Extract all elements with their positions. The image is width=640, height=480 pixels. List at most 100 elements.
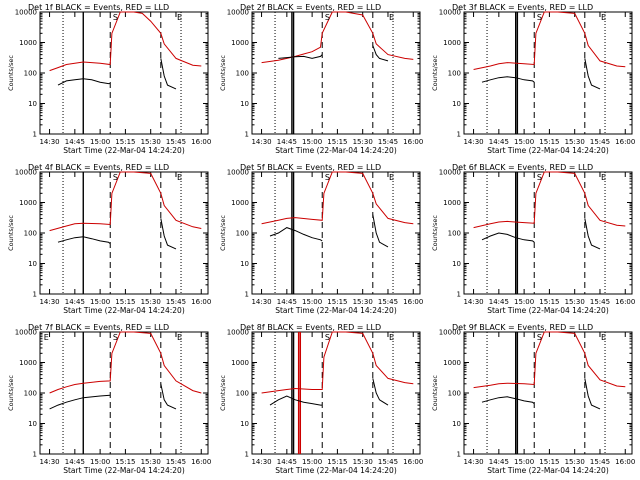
x-tick-label: 14:30 [39, 458, 59, 466]
x-tick-label: 16:00 [191, 458, 211, 466]
y-axis-label: Counts/sec [219, 215, 227, 251]
marker-label: E [389, 333, 394, 342]
y-tick-label: 1 [457, 451, 461, 459]
x-axis-label: Start Time (22-Mar-04 14:24:20) [63, 146, 185, 155]
events-series-line [57, 236, 111, 244]
chart-title: Det 5f BLACK = Events, RED = LLD [240, 163, 381, 172]
marker-label: S [537, 13, 542, 22]
marker-label: E [177, 13, 182, 22]
chart-title: Det 6f BLACK = Events, RED = LLD [452, 163, 593, 172]
y-tick-label: 10 [240, 420, 249, 428]
x-tick-label: 16:00 [615, 138, 635, 146]
plot-frame [463, 331, 633, 455]
lld-series-line [473, 11, 626, 70]
chart-panel-2: Det 2f BLACK = Events, RED = LLD 1 10 100 10… [219, 3, 423, 155]
x-tick-label: 15:30 [565, 458, 585, 466]
x-tick-label: 14:45 [489, 138, 509, 146]
lld-series-line [473, 331, 626, 389]
x-axis-label: Start Time (22-Mar-04 14:24:20) [275, 146, 397, 155]
marker-label: E [601, 173, 606, 182]
events-series-line [49, 394, 111, 410]
marker-label: E [389, 13, 394, 22]
x-tick-label: 14:30 [251, 138, 271, 146]
chart-panel-1: Det 1f BLACK = Events, RED = LLD 1 10 100 10… [7, 3, 211, 155]
y-tick-label: 10 [240, 260, 249, 268]
x-tick-label: 15:30 [565, 298, 585, 306]
x-tick-label: 16:00 [191, 298, 211, 306]
x-axis-label: Start Time (22-Mar-04 14:24:20) [63, 306, 185, 315]
marker-label: S [537, 333, 542, 342]
marker-label: E [389, 173, 394, 182]
y-axis-label: Counts/sec [7, 55, 15, 91]
x-tick-label: 15:30 [141, 298, 161, 306]
x-tick-label: 14:45 [489, 298, 509, 306]
y-tick-label: 1000 [19, 199, 37, 207]
x-tick-label: 15:15 [327, 458, 347, 466]
y-tick-label: 100 [448, 230, 461, 238]
chart-title: Det 8f BLACK = Events, RED = LLD [240, 323, 381, 332]
y-tick-label: 100 [24, 230, 37, 238]
x-tick-label: 15:15 [539, 458, 559, 466]
marker-label: E [601, 13, 606, 22]
x-tick-label: 15:30 [353, 138, 373, 146]
x-tick-label: 14:45 [277, 458, 297, 466]
x-axis-label: Start Time (22-Mar-04 14:24:20) [275, 466, 397, 475]
x-tick-label: 15:45 [378, 458, 398, 466]
chart-panel-7: Det 7f BLACK = Events, RED = LLD 1 10 100 10… [7, 323, 211, 475]
y-tick-label: 10000 [15, 9, 37, 17]
x-tick-label: 15:00 [90, 298, 110, 306]
x-axis-label: Start Time (22-Mar-04 14:24:20) [487, 306, 609, 315]
x-tick-label: 14:45 [65, 298, 85, 306]
marker-label: E [177, 173, 182, 182]
x-tick-label: 16:00 [191, 138, 211, 146]
marker-label: E [601, 333, 606, 342]
chart-title: Det 3f BLACK = Events, RED = LLD [452, 3, 593, 12]
y-tick-label: 1000 [443, 199, 461, 207]
y-tick-label: 100 [236, 230, 249, 238]
y-tick-label: 10 [452, 100, 461, 108]
events-series-line [160, 58, 177, 90]
y-axis-label: Counts/sec [7, 375, 15, 411]
x-tick-label: 15:00 [514, 138, 534, 146]
x-tick-label: 15:45 [166, 138, 186, 146]
x-tick-label: 15:15 [115, 458, 135, 466]
y-tick-label: 1000 [443, 359, 461, 367]
y-tick-label: 1 [245, 131, 249, 139]
x-tick-label: 15:45 [378, 138, 398, 146]
x-tick-label: 15:15 [327, 138, 347, 146]
y-tick-label: 10000 [227, 169, 249, 177]
y-tick-label: 100 [236, 390, 249, 398]
lld-series-line [49, 331, 202, 394]
y-tick-label: 1 [457, 291, 461, 299]
x-tick-label: 16:00 [403, 458, 423, 466]
events-series-line [278, 54, 323, 59]
plot-frame [39, 171, 209, 295]
y-tick-label: 1000 [231, 39, 249, 47]
x-tick-label: 15:45 [166, 298, 186, 306]
events-series-line [584, 218, 601, 250]
y-tick-label: 10000 [227, 9, 249, 17]
chart-title: Det 1f BLACK = Events, RED = LLD [28, 3, 169, 12]
plot-frame [39, 11, 209, 135]
x-axis-label: Start Time (22-Mar-04 14:24:20) [275, 306, 397, 315]
plot-frame [251, 11, 421, 135]
events-series-line [481, 76, 535, 83]
events-series-line [584, 58, 601, 90]
events-series-line [269, 227, 323, 242]
events-series-line [269, 395, 323, 406]
x-tick-label: 15:00 [302, 138, 322, 146]
plot-frame [251, 331, 421, 455]
x-tick-label: 15:15 [115, 138, 135, 146]
lld-series-line [261, 171, 414, 225]
lld-series-line [49, 11, 202, 72]
marker-label: E [44, 333, 49, 342]
x-tick-label: 15:30 [141, 458, 161, 466]
events-series-line [57, 78, 111, 86]
y-axis-label: Counts/sec [431, 215, 439, 251]
x-tick-label: 15:00 [90, 458, 110, 466]
y-tick-label: 1000 [443, 39, 461, 47]
marker-label: S [325, 13, 330, 22]
x-tick-label: 16:00 [403, 298, 423, 306]
y-tick-label: 1 [245, 451, 249, 459]
y-tick-label: 10000 [15, 169, 37, 177]
